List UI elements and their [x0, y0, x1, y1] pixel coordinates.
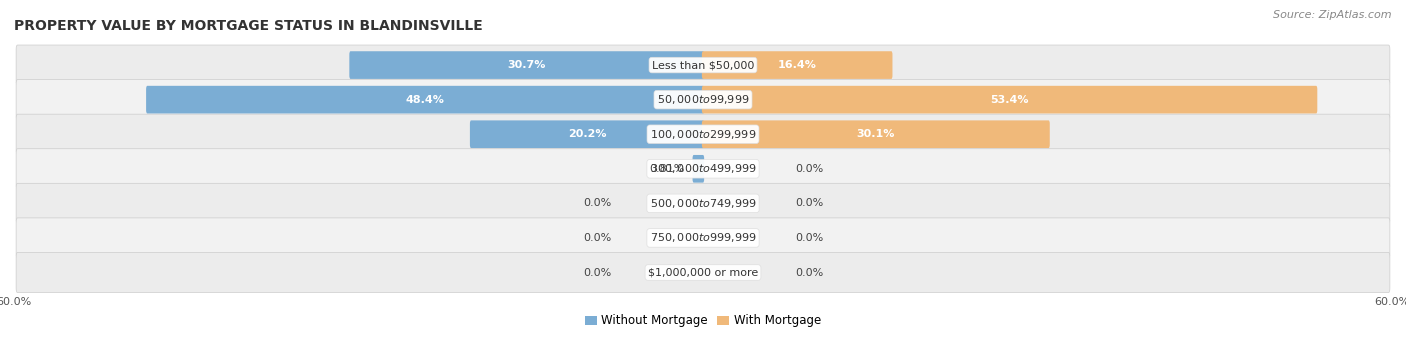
FancyBboxPatch shape	[470, 120, 704, 148]
Text: PROPERTY VALUE BY MORTGAGE STATUS IN BLANDINSVILLE: PROPERTY VALUE BY MORTGAGE STATUS IN BLA…	[14, 19, 482, 33]
FancyBboxPatch shape	[693, 155, 704, 183]
FancyBboxPatch shape	[15, 149, 1391, 189]
FancyBboxPatch shape	[702, 86, 1317, 114]
FancyBboxPatch shape	[15, 45, 1391, 85]
Text: $1,000,000 or more: $1,000,000 or more	[648, 268, 758, 278]
FancyBboxPatch shape	[15, 183, 1391, 223]
Text: 20.2%: 20.2%	[568, 129, 606, 139]
Text: $300,000 to $499,999: $300,000 to $499,999	[650, 162, 756, 175]
Text: $100,000 to $299,999: $100,000 to $299,999	[650, 128, 756, 141]
Text: 30.1%: 30.1%	[856, 129, 896, 139]
Text: 0.0%: 0.0%	[794, 198, 823, 208]
Text: 0.81%: 0.81%	[650, 164, 685, 174]
Text: 0.0%: 0.0%	[583, 198, 612, 208]
FancyBboxPatch shape	[349, 51, 704, 79]
Text: 48.4%: 48.4%	[406, 95, 444, 105]
Text: $750,000 to $999,999: $750,000 to $999,999	[650, 232, 756, 244]
FancyBboxPatch shape	[702, 120, 1050, 148]
Text: $50,000 to $99,999: $50,000 to $99,999	[657, 93, 749, 106]
Text: 30.7%: 30.7%	[508, 60, 546, 70]
Text: 0.0%: 0.0%	[583, 268, 612, 278]
Text: 0.0%: 0.0%	[583, 233, 612, 243]
Text: 0.0%: 0.0%	[794, 268, 823, 278]
Text: Source: ZipAtlas.com: Source: ZipAtlas.com	[1274, 10, 1392, 20]
Text: Less than $50,000: Less than $50,000	[652, 60, 754, 70]
FancyBboxPatch shape	[15, 79, 1391, 120]
Text: 0.0%: 0.0%	[794, 233, 823, 243]
Text: 16.4%: 16.4%	[778, 60, 817, 70]
Legend: Without Mortgage, With Mortgage: Without Mortgage, With Mortgage	[581, 310, 825, 332]
FancyBboxPatch shape	[146, 86, 704, 114]
Text: $500,000 to $749,999: $500,000 to $749,999	[650, 197, 756, 210]
FancyBboxPatch shape	[15, 218, 1391, 258]
FancyBboxPatch shape	[15, 114, 1391, 154]
FancyBboxPatch shape	[702, 51, 893, 79]
Text: 53.4%: 53.4%	[990, 95, 1029, 105]
Text: 0.0%: 0.0%	[794, 164, 823, 174]
FancyBboxPatch shape	[15, 252, 1391, 293]
